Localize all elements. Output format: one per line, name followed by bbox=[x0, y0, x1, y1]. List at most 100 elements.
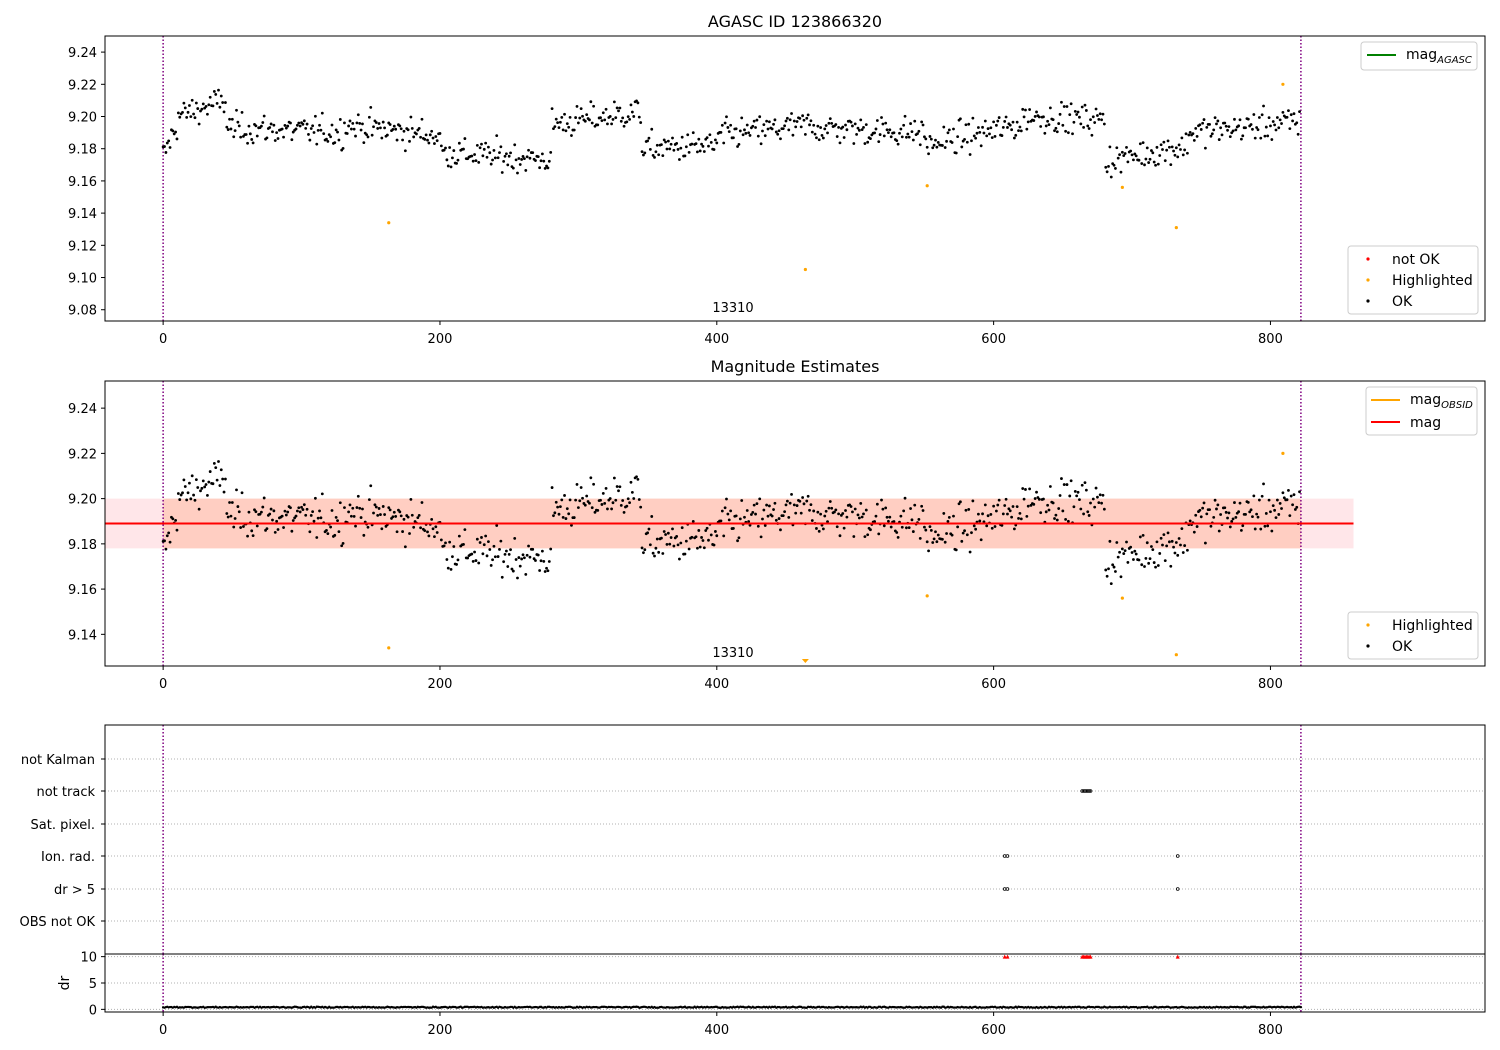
ok-point bbox=[233, 517, 237, 520]
ok-point bbox=[1198, 508, 1202, 512]
ok-point bbox=[767, 504, 771, 508]
ok-point bbox=[888, 515, 892, 519]
ok-point bbox=[873, 520, 876, 523]
ok-point bbox=[394, 515, 398, 518]
ok-point bbox=[430, 129, 434, 133]
ok-point bbox=[221, 477, 225, 481]
ok-point bbox=[1287, 488, 1290, 492]
ok-point bbox=[211, 104, 215, 108]
ok-point bbox=[1159, 143, 1163, 147]
ok-point bbox=[985, 524, 989, 528]
ok-point bbox=[359, 516, 363, 519]
ok-point bbox=[788, 501, 792, 505]
ok-point bbox=[1123, 152, 1127, 155]
ok-point bbox=[862, 512, 865, 516]
ok-point bbox=[859, 501, 863, 505]
ax2-points bbox=[105, 381, 1354, 666]
ok-point bbox=[820, 134, 824, 137]
ok-point bbox=[925, 145, 929, 149]
ok-point bbox=[410, 513, 414, 517]
ok-point bbox=[1108, 145, 1112, 149]
ok-point bbox=[564, 517, 568, 520]
ok-point bbox=[498, 547, 501, 551]
ok-point bbox=[295, 509, 299, 513]
legend-ok-label: OK bbox=[1392, 294, 1413, 310]
ok-point bbox=[302, 503, 306, 507]
ok-point bbox=[889, 135, 893, 139]
ok-point bbox=[709, 140, 713, 144]
ok-point bbox=[206, 494, 209, 497]
ok-point bbox=[442, 544, 446, 548]
ok-point bbox=[1217, 529, 1221, 533]
ok-point bbox=[603, 118, 607, 122]
ok-point bbox=[366, 135, 370, 139]
ok-point bbox=[838, 141, 842, 145]
ok-point bbox=[1039, 511, 1043, 515]
ok-point bbox=[1033, 115, 1037, 118]
ok-point bbox=[1291, 503, 1295, 507]
ok-point bbox=[240, 110, 244, 114]
ok-point bbox=[970, 139, 973, 143]
ok-point bbox=[480, 536, 483, 539]
ok-point bbox=[676, 148, 680, 151]
ok-point bbox=[720, 509, 724, 513]
ok-point bbox=[1125, 540, 1128, 544]
ok-point bbox=[907, 526, 911, 530]
ax4-ylabel: dr bbox=[57, 975, 73, 990]
ok-point bbox=[320, 111, 324, 115]
ok-point bbox=[539, 559, 543, 563]
ok-point bbox=[427, 141, 431, 145]
ok-point bbox=[785, 499, 789, 503]
ok-point bbox=[489, 162, 493, 166]
ok-point bbox=[395, 138, 399, 142]
ok-point bbox=[1158, 154, 1162, 157]
ok-point bbox=[690, 142, 694, 146]
ok-point bbox=[1230, 520, 1234, 523]
ok-point bbox=[1109, 582, 1113, 586]
ok-point bbox=[383, 513, 386, 516]
ok-point bbox=[565, 122, 569, 126]
ok-point bbox=[881, 507, 885, 511]
ok-point bbox=[261, 505, 265, 509]
ok-point bbox=[1255, 512, 1259, 516]
ok-point bbox=[201, 479, 205, 483]
ok-point bbox=[1241, 524, 1245, 528]
ok-point bbox=[248, 132, 252, 136]
ok-point bbox=[738, 517, 742, 521]
ok-point bbox=[1292, 112, 1296, 116]
ok-point bbox=[852, 535, 856, 538]
ok-point bbox=[1141, 533, 1145, 537]
ok-point bbox=[791, 133, 795, 137]
ok-point bbox=[921, 509, 925, 512]
ok-point bbox=[503, 552, 507, 556]
ok-point bbox=[1048, 106, 1052, 110]
ok-point bbox=[276, 137, 280, 140]
ok-point bbox=[444, 541, 447, 545]
ok-point bbox=[1084, 488, 1088, 492]
ok-point bbox=[518, 163, 522, 166]
ok-point bbox=[1204, 146, 1207, 150]
ok-point bbox=[748, 134, 752, 137]
ok-point bbox=[1035, 110, 1038, 114]
ok-point bbox=[668, 542, 672, 546]
ok-point bbox=[282, 526, 285, 529]
ok-point bbox=[1032, 502, 1036, 506]
ok-point bbox=[392, 510, 396, 514]
x-tick-label: 800 bbox=[1258, 677, 1283, 692]
ok-point bbox=[611, 501, 615, 505]
ok-point bbox=[1069, 479, 1073, 483]
ok-point bbox=[1296, 132, 1300, 136]
ok-point bbox=[725, 115, 728, 119]
ok-point bbox=[971, 499, 975, 503]
ok-point bbox=[942, 512, 946, 515]
ok-point bbox=[1212, 128, 1216, 132]
ok-point bbox=[470, 552, 474, 556]
ok-point bbox=[806, 113, 810, 117]
ok-point bbox=[700, 536, 703, 539]
ok-point bbox=[705, 136, 709, 140]
ok-point bbox=[1048, 485, 1052, 488]
ok-point bbox=[478, 146, 482, 150]
ok-point bbox=[875, 502, 879, 506]
ok-point bbox=[1237, 510, 1241, 514]
ok-point bbox=[599, 116, 602, 120]
